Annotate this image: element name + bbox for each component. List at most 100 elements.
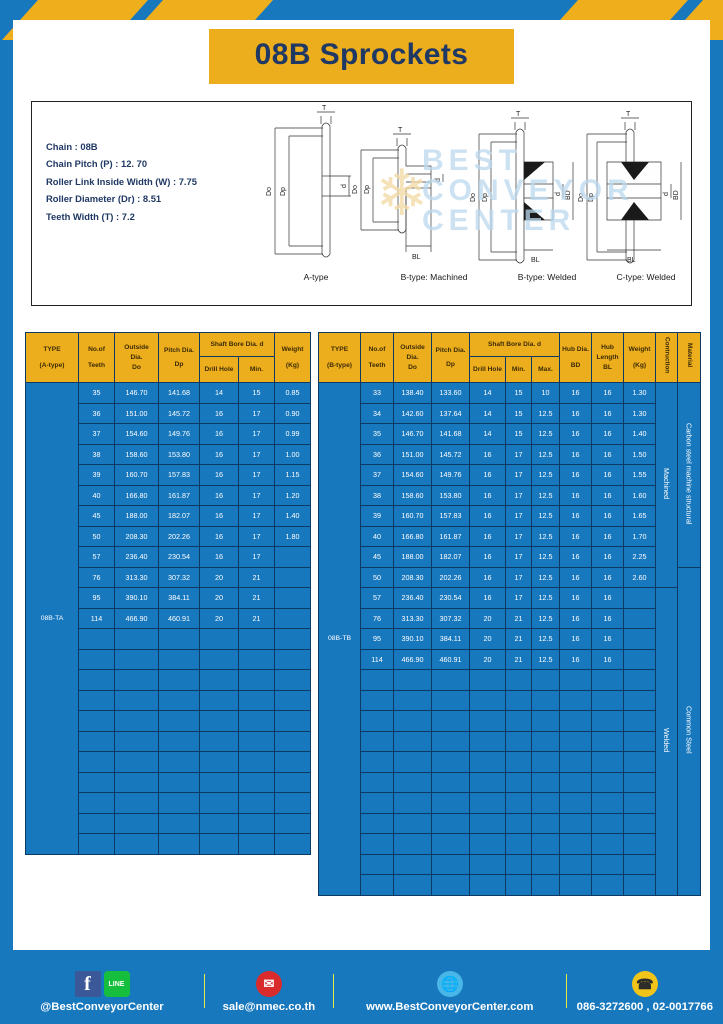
cell-empty — [114, 648, 159, 670]
cell-weight: 1.65 — [623, 505, 657, 527]
cell-empty — [114, 730, 159, 752]
cell-empty — [274, 669, 311, 691]
cell-empty — [559, 751, 593, 773]
cell-min: 17 — [238, 546, 275, 568]
email-address[interactable]: sale@nmec.co.th — [222, 1001, 316, 1013]
cell-empty — [114, 792, 159, 814]
cell-teeth: 38 — [360, 484, 394, 506]
footer-website-group[interactable]: 🌐 www.BestConveyorCenter.com — [334, 969, 566, 1013]
cell-drill: 20 — [199, 587, 239, 609]
cell-od: 188.00 — [114, 505, 159, 527]
svg-text:Dp: Dp — [482, 193, 489, 202]
table-row: 95 390.10 384.11 20 21 12.5 16 16 — [319, 628, 701, 650]
phone-icon[interactable]: ☎ — [631, 971, 658, 997]
cell-min: 17 — [505, 525, 532, 547]
table-row: 37 154.60 149.76 16 17 12.5 16 16 1.55 — [319, 464, 701, 486]
caption-b-machined: B-type: Machined — [400, 272, 468, 282]
cell-pd: 460.91 — [431, 648, 470, 670]
cell-empty — [623, 874, 657, 896]
table-row: 35 146.70 141.68 14 15 12.5 16 16 1.40 — [319, 423, 701, 445]
cell-teeth: 57 — [360, 587, 394, 609]
table-row: 39 160.70 157.83 16 17 1.15 — [26, 464, 311, 486]
cell-empty — [559, 833, 593, 855]
cell-empty — [505, 853, 532, 875]
cell-max: 12.5 — [530, 566, 561, 588]
cell-empty — [274, 812, 311, 834]
cell-bd: 16 — [559, 587, 593, 609]
cell-empty — [505, 730, 532, 752]
svg-text:T: T — [322, 105, 327, 112]
cell-empty — [431, 812, 470, 834]
cell-od: 158.60 — [114, 443, 159, 465]
cell-od: 160.70 — [114, 464, 159, 486]
caption-a-type: A-type — [303, 272, 329, 282]
cell-empty — [274, 730, 311, 752]
table-row-empty — [319, 710, 701, 732]
cell-empty — [623, 730, 657, 752]
cell-drill: 16 — [469, 566, 506, 588]
cell-od: 208.30 — [114, 525, 159, 547]
cell-empty — [469, 792, 506, 814]
cell-pd: 149.76 — [158, 423, 200, 445]
footer-social-group[interactable]: f LINE @BestConveyorCenter — [0, 969, 204, 1013]
globe-icon[interactable]: 🌐 — [436, 971, 463, 997]
table-row: 36 151.00 145.72 16 17 12.5 16 16 1.50 — [319, 443, 701, 465]
cell-empty — [199, 710, 239, 732]
cell-drill: 16 — [469, 484, 506, 506]
cell-weight: 2.60 — [623, 566, 657, 588]
table-row: 38 158.60 153.80 16 17 12.5 16 16 1.60 — [319, 484, 701, 506]
cell-max: 12.5 — [530, 628, 561, 650]
cell-weight: 1.40 — [623, 423, 657, 445]
cell-drill: 20 — [199, 607, 239, 629]
footer-phone-group[interactable]: ☎ 086-3272600 , 02-0017766 — [567, 969, 723, 1013]
cell-pd: 149.76 — [431, 464, 470, 486]
cell-min: 21 — [238, 607, 275, 629]
cell-empty — [591, 669, 625, 691]
facebook-icon[interactable]: f — [74, 971, 101, 997]
header-hub-dia: Hub Dia. BD — [559, 332, 593, 383]
footer-email-group[interactable]: ✉ sale@nmec.co.th — [205, 969, 333, 1013]
cell-bd: 16 — [559, 648, 593, 670]
table-row: 34 142.60 137.64 14 15 12.5 16 16 1.30 — [319, 402, 701, 424]
facebook-handle[interactable]: @BestConveyorCenter — [40, 1001, 164, 1013]
svg-text:d: d — [663, 192, 670, 196]
cell-teeth: 40 — [360, 525, 394, 547]
header-pitch-dia: Pitch Dia. Dp — [431, 332, 470, 383]
cell-drill: 14 — [469, 423, 506, 445]
spec-line: Roller Link Inside Width (W) : 7.75 — [46, 175, 197, 187]
cell-empty — [623, 812, 657, 834]
cell-min: 17 — [505, 443, 532, 465]
header-outside-dia: Outside Dia. Do — [393, 332, 432, 383]
line-icon[interactable]: LINE — [103, 971, 130, 997]
social-icons[interactable]: f LINE — [74, 969, 130, 999]
title-banner: 08B Sprockets — [208, 28, 515, 84]
cell-empty — [530, 751, 561, 773]
cell-empty — [623, 833, 657, 855]
cell-empty — [469, 710, 506, 732]
table-row: 45 188.00 182.07 16 17 12.5 16 16 2.25 — [319, 546, 701, 568]
cell-empty — [238, 771, 275, 793]
cell-weight — [274, 566, 311, 588]
table-row: 39 160.70 157.83 16 17 12.5 16 16 1.65 — [319, 505, 701, 527]
cell-empty — [530, 853, 561, 875]
cell-empty — [559, 874, 593, 896]
cell-bd: 16 — [559, 525, 593, 547]
website-url[interactable]: www.BestConveyorCenter.com — [366, 1001, 534, 1013]
cell-teeth: 50 — [360, 566, 394, 588]
cell-empty — [360, 874, 394, 896]
cell-teeth: 76 — [360, 607, 394, 629]
cell-bl: 16 — [591, 484, 625, 506]
cell-empty — [78, 833, 115, 855]
cell-min: 17 — [505, 484, 532, 506]
cell-pd: 145.72 — [431, 443, 470, 465]
cell-teeth: 34 — [360, 402, 394, 424]
email-icon[interactable]: ✉ — [255, 971, 282, 997]
page-title: 08B Sprockets — [13, 20, 710, 92]
cell-bd: 16 — [559, 546, 593, 568]
cell-empty — [530, 730, 561, 752]
cell-pd: 384.11 — [431, 628, 470, 650]
cell-min: 21 — [505, 607, 532, 629]
cell-teeth: 33 — [360, 382, 394, 404]
phone-number[interactable]: 086-3272600 , 02-0017766 — [576, 1001, 713, 1013]
cell-pd: 182.07 — [431, 546, 470, 568]
